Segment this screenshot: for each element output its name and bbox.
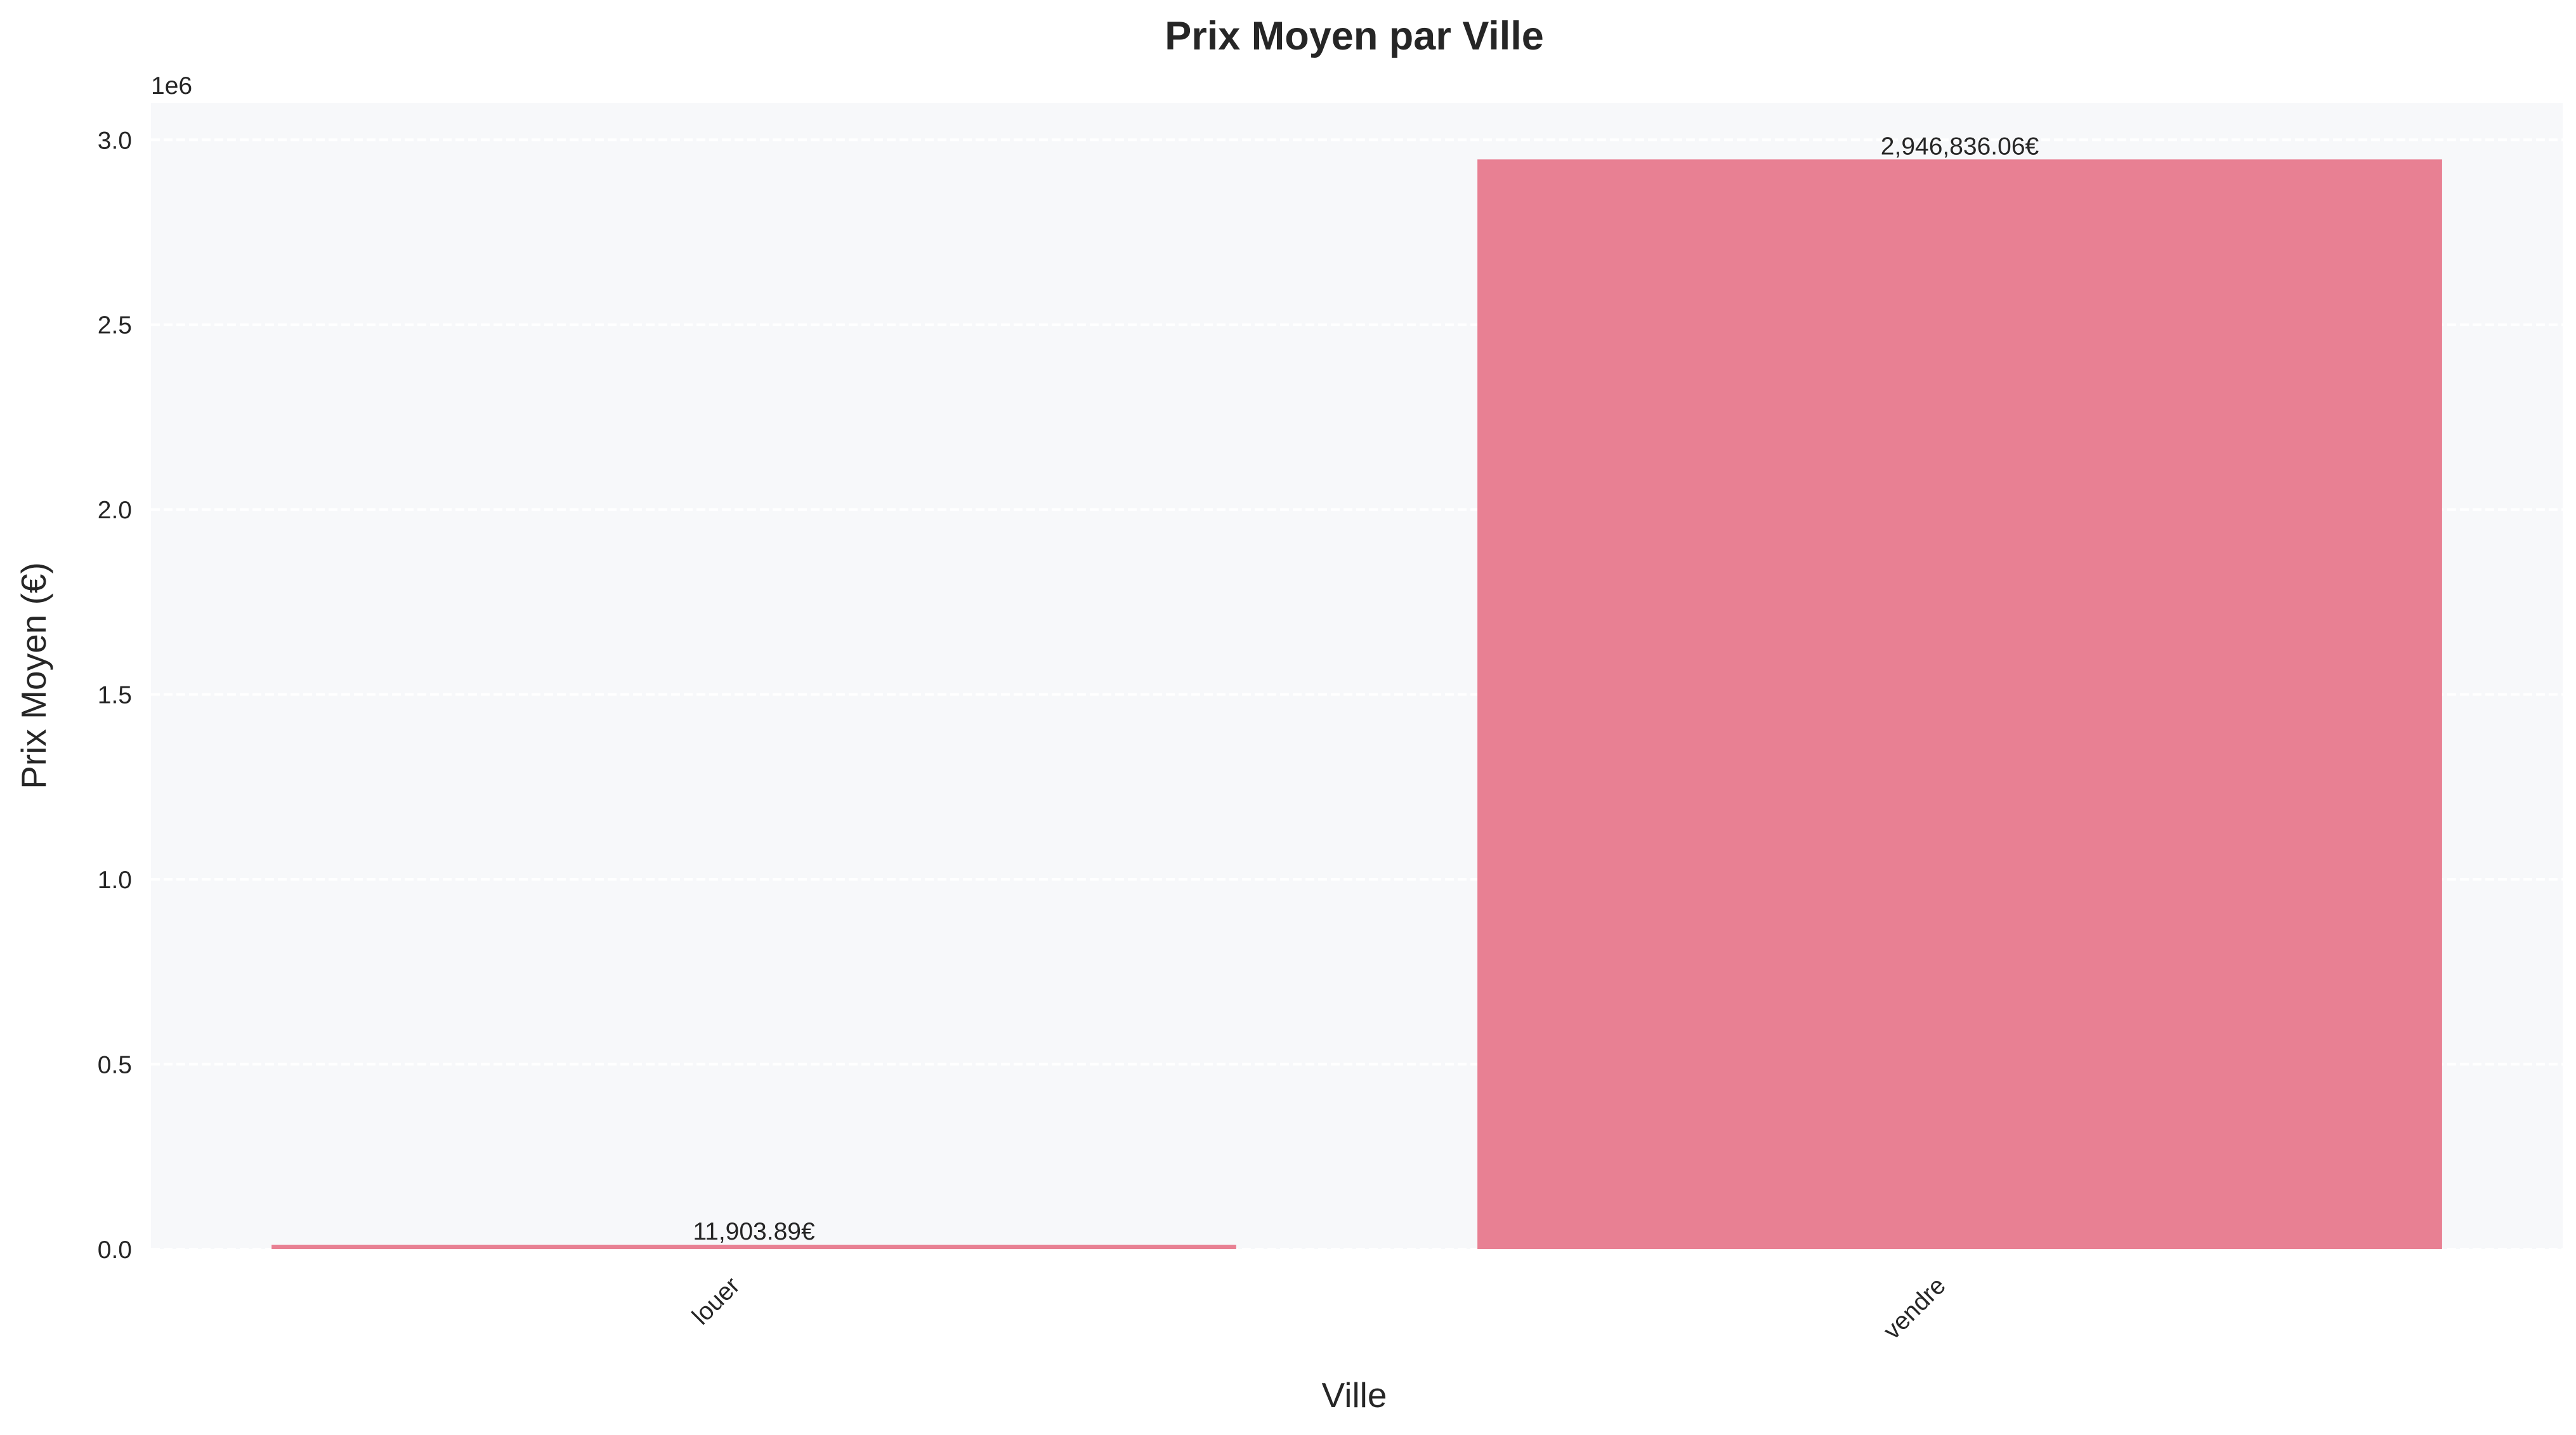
- x-axis-label: Ville: [1322, 1375, 1387, 1415]
- y-axis-label: Prix Moyen (€): [14, 562, 53, 789]
- bars: [271, 159, 2442, 1249]
- y-tick-label: 2.0: [98, 497, 132, 524]
- y-tick-label: 2.5: [98, 312, 132, 339]
- y-tick-label: 0.0: [98, 1236, 132, 1264]
- chart-title: Prix Moyen par Ville: [1165, 14, 1544, 58]
- data-label-louer: 11,903.89€: [693, 1218, 815, 1245]
- y-tick-label: 3.0: [98, 127, 132, 154]
- y-tick-label: 0.5: [98, 1052, 132, 1079]
- data-labels: 11,903.89€ 2,946,836.06€: [693, 133, 2039, 1245]
- data-label-vendre: 2,946,836.06€: [1881, 133, 2039, 160]
- y-tick-label: 1.5: [98, 682, 132, 709]
- y-tick-label: 1.0: [98, 867, 132, 894]
- bar-vendre: [1477, 159, 2442, 1249]
- bar-louer: [271, 1245, 1236, 1249]
- y-axis-offset-label: 1e6: [151, 72, 192, 100]
- y-axis-ticks: 0.0 0.5 1.0 1.5 2.0 2.5 3.0: [98, 127, 132, 1264]
